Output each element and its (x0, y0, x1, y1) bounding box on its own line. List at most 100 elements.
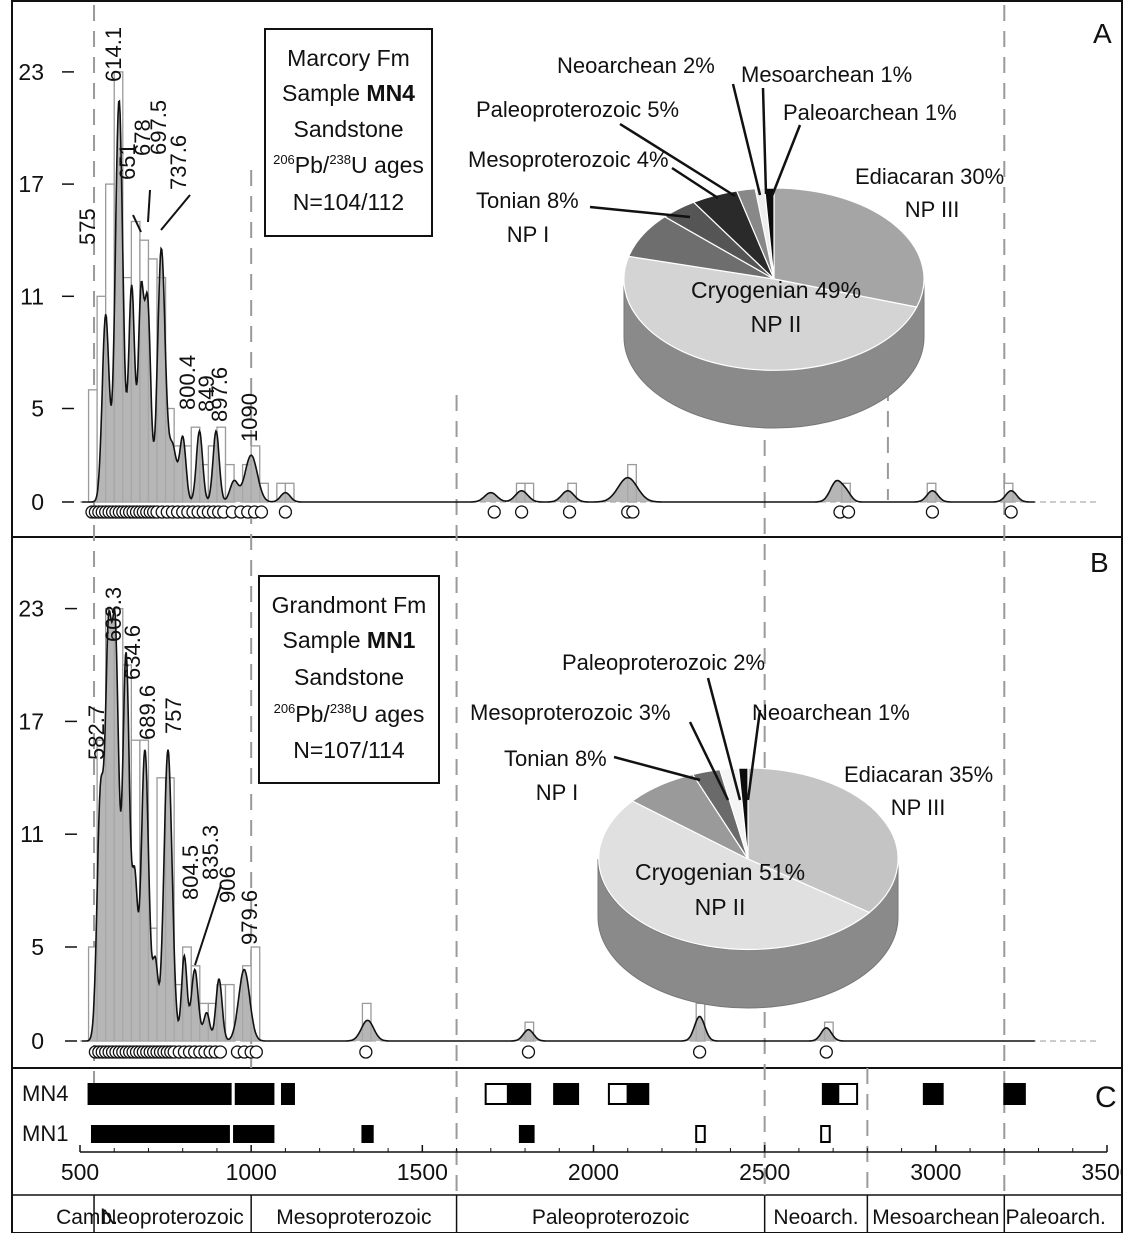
peak-label: 737.6 (166, 135, 191, 190)
age-range-bar (607, 1083, 629, 1105)
pie-side (597, 858, 899, 1009)
y-tick-label: 11 (20, 821, 44, 847)
pie-label-tonian: Tonian 8% (504, 746, 607, 771)
x-tick-label: 500 (61, 1159, 99, 1185)
x-tick-label: 3500 (1081, 1159, 1123, 1185)
age-range-bar (922, 1083, 944, 1105)
lithology-label: Sandstone (294, 664, 404, 690)
peak-label: 1090 (237, 393, 262, 442)
histogram-bar (87, 389, 98, 503)
eon-label: Mesoproterozoic (276, 1206, 431, 1229)
pie-label-tonian: Tonian 8% (476, 188, 579, 213)
peak-label: 697.5 (146, 100, 171, 155)
pie-sub-tonian: NP I (507, 222, 549, 247)
analysis-circle (925, 505, 940, 519)
age-range-bar (1003, 1083, 1026, 1105)
eon-label: Mesoarchean (872, 1206, 999, 1229)
peak-leader (160, 194, 191, 231)
peak-label: 582.7 (84, 705, 109, 760)
pie-chart-mn4 (623, 187, 925, 429)
sample-box-mn4: Marcory Fm Sample MN4 Sandstone 206Pb/23… (264, 28, 433, 237)
peak-label: 614.1 (101, 27, 126, 82)
method-label: 206Pb/238U ages (273, 152, 424, 178)
y-tick-label: 5 (31, 934, 44, 960)
peak-label: 849 (194, 375, 219, 412)
analysis-circle (819, 1045, 833, 1059)
n-count-label: N=107/114 (293, 737, 405, 763)
pie-slice (737, 767, 749, 860)
eon-label: Paleoproterozoic (532, 1206, 690, 1229)
y-tick-label: 0 (31, 1028, 44, 1054)
pie-label-ediacaran: Ediacaran 30% (855, 164, 1004, 189)
pie-label-ediacaran: Ediacaran 35% (844, 762, 993, 787)
kde-fill (81, 609, 1036, 1041)
analysis-circle (249, 1045, 263, 1059)
age-range-bar (626, 1083, 650, 1105)
peak-label: 906 (215, 866, 240, 903)
age-range-bar (837, 1083, 859, 1105)
age-range-bar (361, 1125, 374, 1143)
analysis-circle (841, 505, 856, 519)
analysis-circle (521, 1045, 536, 1059)
pie-label-paleoarchean: Paleoarchean 1% (783, 100, 957, 125)
analysis-circle (692, 1045, 707, 1059)
x-tick-label: 1500 (397, 1159, 448, 1185)
age-range-bar (820, 1125, 831, 1143)
peak-label: 897.6 (207, 367, 232, 422)
panel-c-age-ranges: MN4 MN1 (22, 1081, 1026, 1146)
eon-label: Neoarch. (773, 1206, 858, 1229)
pie-label-cryogenian: Cryogenian 49% (691, 277, 861, 303)
pie-slice (623, 255, 918, 371)
peak-label: 757 (161, 697, 186, 734)
figure-frame (11, 0, 1123, 1233)
peak-leader (132, 214, 142, 233)
y-tick-label: 23 (18, 596, 44, 622)
x-tick-label: 2500 (739, 1159, 790, 1185)
analysis-circle (254, 505, 269, 519)
n-count-label: N=104/112 (293, 189, 404, 215)
peak-label: 651 (115, 143, 140, 180)
y-tick-label: 17 (18, 708, 44, 734)
analysis-circle (359, 1045, 373, 1059)
age-range-bar (821, 1083, 840, 1105)
pie-leader-lines-mn4 (589, 83, 802, 219)
pie-slice (747, 767, 899, 914)
formation-name: Grandmont Fm (272, 592, 427, 618)
peak-label: 634.6 (120, 625, 145, 680)
peak-label: 689.6 (135, 685, 160, 740)
panel-letter-c: C (1095, 1081, 1117, 1114)
pie-slice (598, 800, 871, 951)
age-range-bar (280, 1083, 295, 1105)
analysis-circle (487, 505, 501, 519)
peak-leader (194, 884, 222, 966)
pie-label-mesoarchean: Mesoarchean 1% (741, 62, 912, 87)
peak-leader (147, 189, 151, 223)
pie-label-cryogenian: Cryogenian 51% (635, 859, 805, 885)
pie-label-neoarchean: Neoarchean 2% (557, 53, 715, 78)
x-tick-label: 1000 (226, 1159, 277, 1185)
age-range-bar (233, 1125, 275, 1143)
y-tick-label: 11 (20, 283, 44, 309)
age-range-bar (234, 1083, 275, 1105)
row-label-mn1: MN1 (22, 1121, 68, 1146)
lithology-label: Sandstone (294, 116, 404, 142)
pie-labels-mn1: Paleoproterozoic 2% Mesoproterozoic 3% N… (470, 650, 993, 920)
eon-label: Paleoarch. (1005, 1206, 1105, 1229)
analysis-circle (278, 505, 293, 519)
age-range-bar (484, 1083, 509, 1105)
analysis-circle (626, 505, 640, 519)
eon-label: Camb. (56, 1206, 118, 1229)
panel-letter-a: A (1093, 18, 1112, 49)
method-label: 206Pb/238U ages (274, 701, 425, 727)
age-range-bar (90, 1125, 230, 1143)
peak-label: 575 (75, 208, 100, 245)
pie-sub-cryogenian: NP II (695, 894, 746, 920)
eon-strip: Camb.Neoproterozoic Mesoproterozoic Paleop… (56, 1195, 1106, 1233)
analysis-circle (514, 505, 529, 519)
age-axis: 500 1000 1500 2000 2500 3000 3500 (61, 1145, 1123, 1185)
pie-sub-ediacaran: NP III (891, 795, 946, 820)
y-tick-label: 17 (18, 171, 44, 197)
